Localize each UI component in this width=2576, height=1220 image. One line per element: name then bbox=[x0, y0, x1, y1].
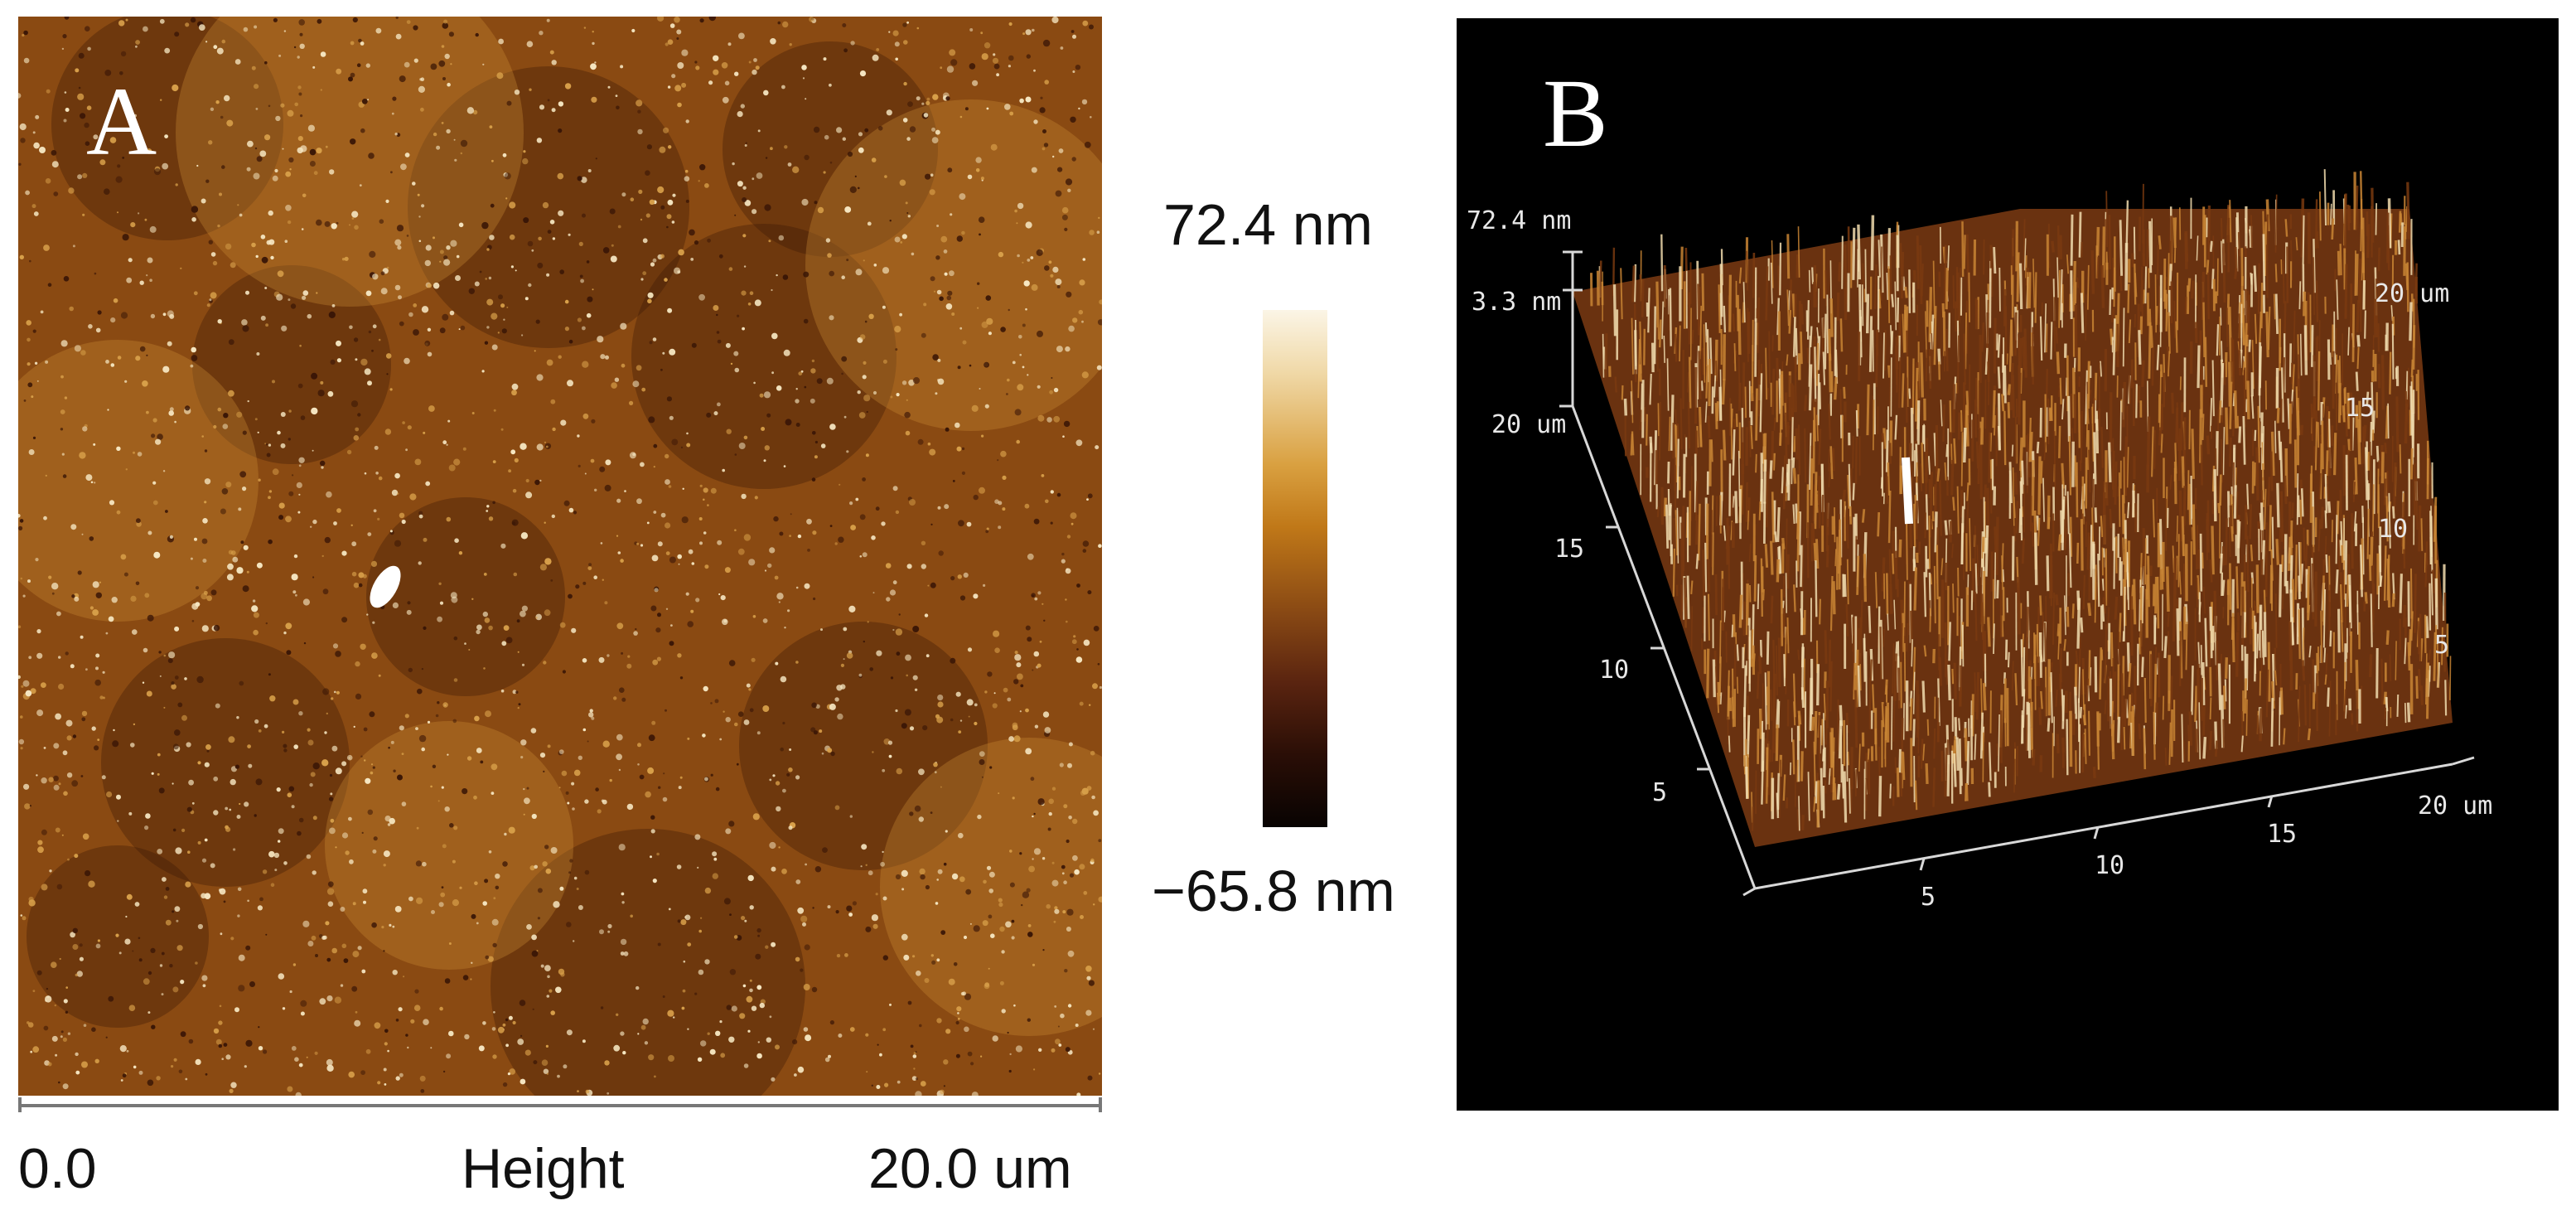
right-axis-label-5: 5 bbox=[2434, 631, 2449, 660]
x-axis-end-label: 20.0 um bbox=[868, 1137, 1072, 1200]
right-axis-label-15: 15 bbox=[2345, 394, 2375, 423]
color-scale-min-label: −65.8 nm bbox=[1152, 859, 1395, 923]
bottom-axis-label-10: 10 bbox=[2095, 851, 2124, 880]
afm-3d-surface-view: 72.4 nm 3.3 nm 20 um 15 10 5 20 um 15 10… bbox=[1457, 18, 2559, 1111]
afm-height-image bbox=[18, 17, 1102, 1096]
afm-height-map bbox=[18, 17, 1102, 1096]
right-axis-label-10: 10 bbox=[2378, 515, 2408, 544]
color-scale-max-label: 72.4 nm bbox=[1163, 192, 1373, 257]
x-axis-start-label: 0.0 bbox=[18, 1137, 97, 1200]
afm-3d-surface: 72.4 nm 3.3 nm 20 um 15 10 5 20 um 15 10… bbox=[1467, 169, 2492, 912]
left-axis-label-20: 20 um bbox=[1491, 410, 1566, 439]
bottom-axis-label-15: 15 bbox=[2267, 820, 2297, 849]
z-axis-mid-label: 3.3 nm bbox=[1472, 288, 1561, 317]
surface-relief bbox=[1571, 169, 2453, 847]
left-axis-label-10: 10 bbox=[1599, 656, 1629, 685]
panel-a-letter: A bbox=[86, 67, 157, 176]
bottom-axis-label-5: 5 bbox=[1921, 883, 1936, 912]
left-axis-label-15: 15 bbox=[1554, 535, 1584, 564]
x-axis-height-label: Height bbox=[462, 1137, 625, 1200]
z-axis-top-label: 72.4 nm bbox=[1467, 206, 1571, 235]
panel-b-letter: B bbox=[1543, 59, 1608, 167]
right-axis-label-20: 20 um bbox=[2375, 279, 2449, 308]
panel-a-scale-line bbox=[18, 1097, 1102, 1112]
height-color-scale-bar bbox=[1263, 310, 1327, 827]
left-axis-label-5: 5 bbox=[1652, 778, 1667, 807]
bottom-axis-label-20: 20 um bbox=[2418, 792, 2492, 821]
axis-frame bbox=[1559, 250, 2475, 897]
